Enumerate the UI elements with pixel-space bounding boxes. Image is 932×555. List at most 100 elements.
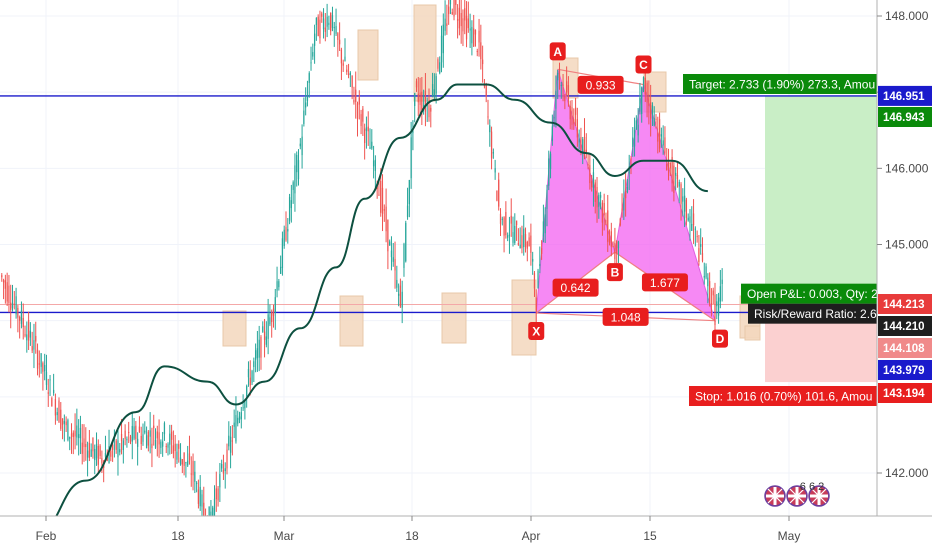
price-tag-box — [878, 360, 932, 380]
candle-body — [233, 422, 235, 427]
candle-body — [319, 19, 321, 39]
candle-body — [124, 430, 126, 439]
candle-body — [20, 310, 23, 324]
candle-body — [344, 56, 346, 62]
candle-body — [22, 317, 24, 328]
candle-body — [90, 449, 92, 457]
candle-body — [111, 444, 114, 450]
pattern-point-box — [606, 263, 623, 282]
candle-body — [265, 336, 267, 345]
candle-body — [415, 81, 418, 88]
candle-body — [675, 172, 677, 176]
price-tag: 143.194 — [878, 383, 932, 403]
candle-body — [271, 312, 273, 323]
candle-body — [201, 494, 203, 507]
target-label-text: Target: 2.733 (1.90%) 273.3, Amou — [689, 78, 875, 92]
candle-body — [280, 266, 282, 274]
candle-body — [417, 93, 419, 103]
flag-diag-2 — [767, 488, 783, 504]
candle-body — [312, 52, 314, 57]
candle-body — [346, 69, 348, 73]
candle-body — [492, 152, 494, 154]
candle-body — [446, 23, 448, 26]
candle-body — [485, 84, 487, 97]
candle-body — [721, 279, 723, 284]
candle-body — [562, 84, 564, 86]
candle-body — [519, 244, 521, 249]
candle-body — [560, 84, 562, 87]
candle-body — [592, 172, 595, 188]
candle-body — [442, 24, 444, 54]
candle-body — [54, 398, 57, 416]
candle-body — [523, 228, 525, 248]
highlight-box — [441, 292, 467, 344]
ratio-label-box — [602, 307, 649, 326]
price-tick-label: 145.000 — [885, 238, 929, 252]
candle-body — [281, 238, 284, 268]
candle-body — [419, 92, 421, 105]
candle-body — [106, 456, 108, 461]
candle-body — [591, 181, 593, 188]
candle-body — [692, 213, 695, 226]
candle-body — [549, 153, 552, 170]
candle-body — [133, 426, 135, 439]
candle-body — [33, 340, 35, 350]
pattern-point-box — [528, 322, 545, 341]
candle-body — [101, 458, 103, 464]
candle-body — [394, 259, 396, 271]
candle-body — [712, 290, 714, 296]
candle-body — [40, 353, 42, 367]
risk-reward-label-text: Risk/Reward Ratio: 2.69 — [754, 307, 884, 321]
candle-body — [610, 231, 612, 247]
candle-body — [222, 469, 225, 474]
candle-body — [219, 474, 221, 488]
pattern-point-label: C — [639, 58, 648, 72]
candle-body — [364, 128, 366, 144]
candle-body — [658, 119, 661, 149]
candle-body — [582, 139, 584, 153]
open-pnl-label-box — [741, 283, 877, 304]
candle-body — [490, 131, 493, 159]
candle-body — [213, 498, 216, 520]
candle-body — [698, 248, 700, 262]
candle-body — [449, 0, 452, 5]
stop-label-text: Stop: 1.016 (0.70%) 101.6, Amou — [695, 390, 872, 404]
candle-body — [326, 16, 328, 27]
candle-body — [630, 158, 632, 161]
candle-body — [617, 241, 620, 249]
moving-average-line — [35, 83, 708, 535]
candle-body — [251, 371, 253, 383]
candle-body — [4, 280, 6, 289]
candle-body — [691, 223, 693, 231]
ratio-label-box — [552, 278, 599, 297]
candle-body — [231, 440, 234, 442]
candle-body — [238, 416, 241, 420]
candle-body — [380, 180, 382, 213]
candle-body — [410, 137, 412, 179]
candle-body — [119, 449, 121, 453]
candle-body — [321, 13, 323, 17]
risk-reward-label-box — [748, 303, 877, 324]
candle-body — [596, 186, 598, 208]
candle-body — [26, 334, 28, 341]
candle-body — [288, 197, 291, 221]
candle-body — [338, 39, 341, 45]
candle-body — [176, 451, 178, 460]
pattern-point-label: X — [532, 325, 540, 339]
ratio-label: 0.642 — [552, 278, 599, 297]
candle-body — [35, 335, 37, 342]
candle-body — [56, 412, 58, 416]
candle-body — [510, 215, 512, 224]
candle-body — [439, 62, 441, 74]
candle-body — [237, 417, 239, 424]
candle-body — [544, 214, 546, 234]
candle-body — [471, 26, 473, 44]
candle-body — [17, 307, 19, 318]
candle-body — [637, 124, 639, 136]
candle-body — [126, 438, 128, 441]
candle-body — [254, 350, 257, 360]
watermark-text: 6 6 2 — [800, 481, 824, 493]
candle-body — [360, 114, 362, 127]
candle-body — [294, 165, 296, 194]
time-tick-label: Feb — [36, 529, 57, 543]
